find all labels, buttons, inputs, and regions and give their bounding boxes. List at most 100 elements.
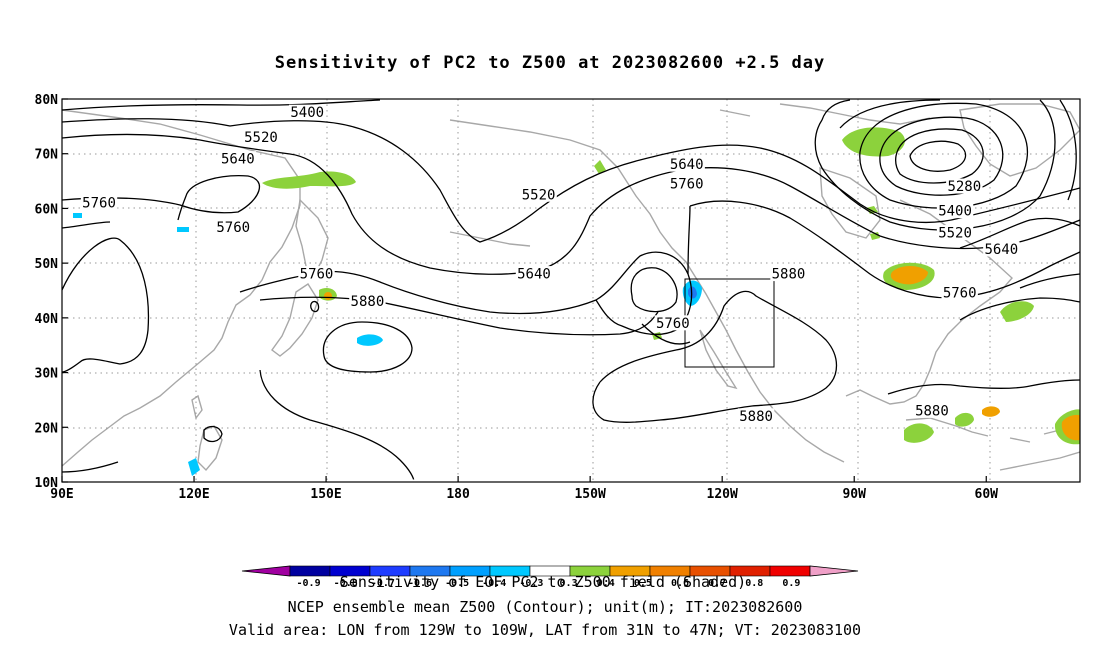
x-tick-label: 60W — [975, 487, 999, 502]
x-tick-label: 90E — [50, 487, 73, 502]
contour-label: 5880 — [915, 403, 949, 419]
contour-5640 — [1059, 99, 1077, 201]
contour-label-bg — [654, 315, 691, 331]
contour-label-bg — [946, 178, 983, 194]
contour-label-bg — [913, 402, 951, 418]
contour-label-bg — [936, 203, 974, 219]
contour-label: 5760 — [656, 316, 690, 332]
x-tick-label: 180 — [446, 487, 470, 502]
shade-patch-positive — [594, 160, 606, 174]
y-tick-label: 20N — [35, 421, 59, 436]
contour-label: 5760 — [670, 176, 704, 192]
contour-5520 — [62, 118, 1080, 243]
contour-label: 5640 — [670, 157, 704, 173]
contour-5400 — [62, 99, 381, 111]
contour-label-bg — [215, 219, 252, 235]
contour-label: 5880 — [739, 409, 773, 425]
contour-label: 5760 — [82, 195, 116, 211]
contour-5760 — [239, 251, 693, 336]
contour-label-bg — [520, 186, 557, 202]
y-tick-label: 80N — [35, 93, 59, 108]
contour-5640 — [959, 217, 1080, 249]
map-frame — [61, 98, 1081, 483]
contour-5760 — [1019, 273, 1080, 289]
japan-coastline — [271, 283, 319, 357]
contour-label: 5400 — [938, 204, 972, 220]
colorbar-tick-label: 0.3 — [560, 578, 578, 589]
contour-5400 — [839, 99, 941, 129]
contour-label-bg — [515, 266, 553, 282]
contour-label: 5760 — [943, 286, 977, 302]
philippines-coastline — [197, 425, 223, 472]
contour-label: 5280 — [947, 179, 981, 195]
colorbar-tick-label: 0.6 — [671, 578, 689, 589]
y-tick-label: 40N — [35, 312, 59, 327]
x-tick-label: 120W — [707, 487, 738, 502]
colorbar-caption: Sensitivity of EOF PC2 to Z500 field (Sh… — [340, 573, 746, 591]
x-tick-label: 120E — [178, 487, 209, 502]
colorbar-tick-label: -0.6 — [408, 578, 432, 589]
shade-patch-positive — [890, 266, 928, 285]
contour-5880 — [259, 296, 659, 336]
footer-line-1: NCEP ensemble mean Z500 (Contour); unit(… — [288, 598, 803, 616]
shade-patch-positive — [982, 406, 1000, 417]
colorbar-tick-label: 0.7 — [708, 578, 726, 589]
colorbar-tick-label: -0.7 — [371, 578, 395, 589]
colorbar-tick-label: -0.4 — [482, 578, 506, 589]
greenland-coastline — [959, 103, 1080, 177]
shade-patch-negative — [357, 334, 383, 346]
contour-label-bg — [983, 241, 1020, 257]
colorbar-tick-label: 0.5 — [634, 578, 652, 589]
y-tick-label: 30N — [35, 367, 59, 382]
baja-coastline — [699, 329, 738, 390]
shade-patch-negative — [688, 286, 697, 299]
contour-label: 5880 — [772, 267, 806, 283]
y-tick-label: 10N — [35, 476, 59, 491]
shade-patch-positive — [1061, 414, 1080, 441]
colorbar-tick-label: -0.9 — [297, 578, 321, 589]
contour-label-bg — [668, 175, 705, 191]
colorbar-tick-label: 0.9 — [782, 578, 800, 589]
contour-5760 — [62, 221, 111, 229]
contour-5760 — [62, 175, 260, 221]
x-tick-label: 90W — [842, 487, 866, 502]
shade-patch-negative — [73, 213, 82, 218]
contour-labels: 5400 5520 5640 5760 5760 5760 5880 5880 5520 5640… — [80, 104, 1020, 496]
colorbar-segment — [289, 565, 331, 577]
shade-patch-positive — [870, 232, 880, 240]
contour-label-bg — [404, 479, 442, 482]
contour-label: 5520 — [522, 187, 556, 203]
contour-5880 — [310, 300, 320, 313]
shade-patch-positive — [324, 292, 332, 300]
contour-5280 — [894, 128, 984, 184]
contour-5280 — [879, 116, 1004, 196]
asia-coastline — [62, 109, 301, 467]
colorbar: -0.9 -0.8 -0.7 -0.6 -0.5 -0.4 -0.3 0.3 0.4 0.5 0.6… — [241, 565, 859, 591]
contour-label: 5760 — [300, 267, 334, 283]
contour-5880 — [887, 379, 1080, 395]
shade-patch-negative — [188, 458, 200, 476]
contour-5760 — [641, 323, 691, 345]
z500-contours — [62, 99, 1080, 482]
y-tick-label: 70N — [35, 148, 59, 163]
shade-patch-positive — [1000, 301, 1034, 322]
contour-5280 — [909, 140, 967, 172]
shade-patch-positive — [955, 412, 974, 427]
shade-patch-negative — [177, 227, 189, 232]
colorbar-tick-label: -0.8 — [334, 578, 358, 589]
contour-label-bg — [936, 225, 974, 241]
contour-label-bg — [298, 266, 335, 282]
aleutians-coastline — [449, 231, 531, 247]
colorbar-tick-label: -0.5 — [445, 578, 469, 589]
south-america-coastline — [999, 451, 1080, 471]
shade-patch-positive — [262, 171, 356, 189]
colorbar-tick-label: 0.8 — [745, 578, 763, 589]
contour-label: 5880 — [406, 480, 440, 496]
contour-label-bg — [737, 408, 775, 424]
colorbar-end-left — [241, 565, 291, 577]
hudson-bay-coastline — [819, 167, 881, 239]
shade-patch-positive — [904, 423, 934, 443]
footer-line-2: Valid area: LON from 129W to 109W, LAT f… — [229, 621, 861, 639]
contour-label: 5640 — [984, 242, 1018, 258]
